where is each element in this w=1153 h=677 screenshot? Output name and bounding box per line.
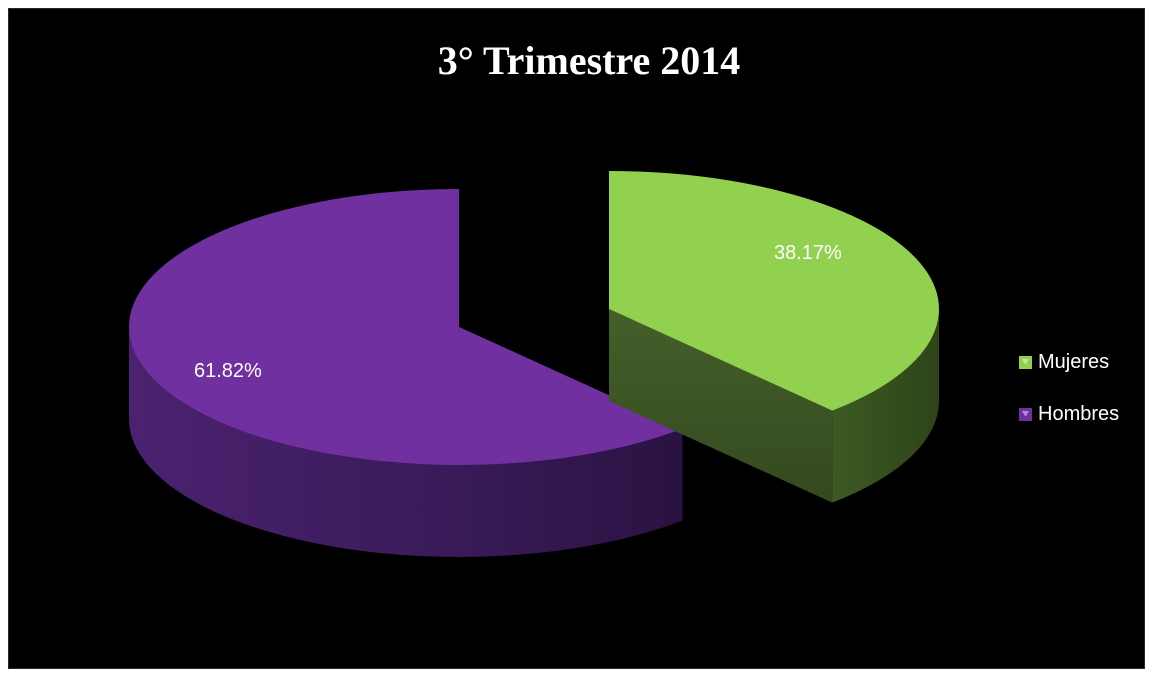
- slice-mujeres: 38.17%: [609, 171, 939, 503]
- slice-mujeres-data-label: 38.17%: [774, 242, 842, 264]
- slice-mujeres-side: [832, 309, 939, 503]
- legend-item-hombres: Hombres: [1019, 401, 1119, 427]
- chart-area: 3° Trimestre 2014 61.82% 38.17%: [8, 8, 1145, 669]
- legend-item-mujeres: Mujeres: [1019, 349, 1119, 375]
- slice-mujeres-cut-face: [609, 309, 833, 503]
- slice-hombres-side: [129, 327, 683, 557]
- chart-title: 3° Trimestre 2014: [437, 38, 741, 83]
- legend: Mujeres Hombres: [1019, 349, 1119, 453]
- legend-label-mujeres: Mujeres: [1038, 350, 1110, 373]
- slice-hombres-data-label: 61.82%: [194, 360, 262, 382]
- pie-chart: 61.82% 38.17%: [128, 171, 939, 557]
- slice-hombres-top: [128, 189, 683, 466]
- slice-hombres: 61.82%: [128, 189, 683, 557]
- legend-swatch-mujeres-icon: [1019, 355, 1032, 369]
- slice-mujeres-top: [609, 171, 939, 411]
- legend-swatch-hombres-icon: [1019, 407, 1032, 421]
- legend-label-hombres: Hombres: [1038, 402, 1120, 425]
